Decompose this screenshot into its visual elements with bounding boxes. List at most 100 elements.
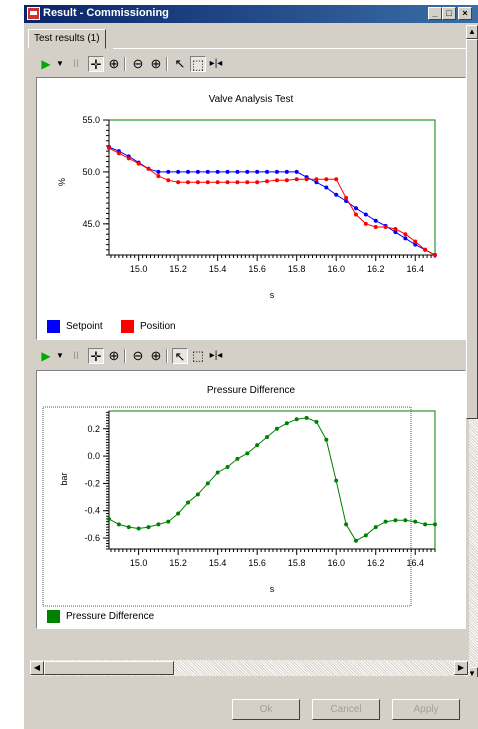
play-icon[interactable]: ▶ bbox=[41, 349, 51, 363]
data-point bbox=[433, 253, 437, 257]
data-point bbox=[284, 421, 289, 426]
pause-icon[interactable]: II bbox=[72, 58, 80, 70]
tab-test-results[interactable]: Test results (1) bbox=[28, 29, 106, 49]
data-point bbox=[126, 525, 131, 530]
chart-title: Pressure Difference bbox=[207, 385, 296, 396]
play-icon[interactable]: ▶ bbox=[41, 57, 51, 71]
y-tick-label: 0.0 bbox=[87, 451, 100, 461]
data-point bbox=[166, 519, 171, 524]
x-tick-label: 16.2 bbox=[367, 558, 385, 568]
data-point bbox=[403, 236, 408, 241]
toolbar-separator bbox=[124, 57, 126, 71]
chart-title: Valve Analysis Test bbox=[209, 94, 294, 105]
x-tick-label: 16.4 bbox=[406, 558, 424, 568]
x-tick-label: 16.0 bbox=[327, 558, 345, 568]
data-point bbox=[205, 481, 210, 486]
data-point bbox=[235, 169, 240, 174]
vertical-scroll-thumb[interactable] bbox=[466, 39, 478, 419]
plot-area bbox=[108, 119, 436, 256]
x-tick-label: 15.2 bbox=[169, 558, 187, 568]
zoom-area-icon[interactable]: ⊕ bbox=[108, 56, 120, 71]
toolbar-separator bbox=[166, 349, 168, 363]
cancel-button[interactable]: Cancel bbox=[312, 699, 380, 720]
data-point bbox=[255, 180, 260, 185]
fit-icon[interactable]: ▸|◂ bbox=[209, 350, 223, 361]
x-tick-label: 15.4 bbox=[209, 558, 227, 568]
scroll-right-icon[interactable]: ▶ bbox=[454, 661, 468, 675]
dropdown-arrow-icon[interactable]: ▼ bbox=[56, 351, 64, 360]
x-tick-label: 16.2 bbox=[367, 264, 385, 274]
legend-item-position[interactable]: Position bbox=[121, 320, 176, 333]
toolbar-separator bbox=[124, 349, 126, 363]
select-rect-icon[interactable]: ⬚ bbox=[190, 56, 206, 72]
zoom-in-icon[interactable]: ⊕ bbox=[150, 348, 162, 363]
legend-label: Setpoint bbox=[66, 321, 103, 332]
pan-icon[interactable]: ✛ bbox=[88, 56, 104, 72]
legend-swatch bbox=[121, 320, 134, 333]
ok-button[interactable]: Ok bbox=[232, 699, 300, 720]
data-point bbox=[205, 169, 210, 174]
data-point bbox=[146, 166, 151, 171]
dropdown-arrow-icon[interactable]: ▼ bbox=[56, 59, 64, 68]
vertical-scrollbar[interactable]: ▲ ▼ bbox=[466, 25, 478, 685]
scroll-up-icon[interactable]: ▲ bbox=[466, 25, 478, 39]
data-point bbox=[245, 169, 250, 174]
zoom-in-icon[interactable]: ⊕ bbox=[150, 56, 162, 71]
fit-icon[interactable]: ▸|◂ bbox=[209, 58, 223, 69]
pause-icon[interactable]: II bbox=[72, 350, 80, 362]
pressure-difference-chart[interactable]: Pressure Difference 15.0 15.2 15.4 15.6 15.8… bbox=[37, 371, 465, 607]
data-point bbox=[383, 519, 388, 524]
data-point bbox=[344, 195, 349, 200]
select-rect-icon[interactable]: ⬚ bbox=[191, 348, 205, 363]
data-point bbox=[126, 156, 131, 161]
data-point bbox=[215, 169, 220, 174]
chart-toolbar-2: ▶ ▼ II ✛ ⊕ ⊖ ⊕ ↖ ⬚ ▸|◂ bbox=[38, 348, 238, 366]
data-point bbox=[334, 177, 339, 182]
close-button[interactable]: × bbox=[458, 7, 472, 20]
horizontal-scrollbar[interactable]: ◀ ▶ bbox=[30, 660, 470, 676]
apply-button[interactable]: Apply bbox=[392, 699, 460, 720]
data-point bbox=[393, 518, 398, 523]
minimize-icon: _ bbox=[432, 8, 438, 18]
series-line-0 bbox=[108, 146, 436, 256]
title-bar[interactable]: Result - Commissioning _ □ × bbox=[24, 5, 478, 23]
zoom-out-icon[interactable]: ⊖ bbox=[132, 348, 144, 363]
data-point bbox=[225, 169, 230, 174]
data-point bbox=[373, 218, 378, 223]
legend-item-setpoint[interactable]: Setpoint bbox=[47, 320, 103, 333]
data-point bbox=[136, 161, 141, 166]
data-point bbox=[156, 522, 161, 527]
data-point bbox=[284, 178, 289, 183]
valve-analysis-chart[interactable]: Valve Analysis Test 15.0 15.2 15.4 15.6 15.8… bbox=[37, 78, 465, 318]
y-tick-label: -0.4 bbox=[84, 506, 100, 516]
zoom-area-icon[interactable]: ⊕ bbox=[108, 348, 120, 363]
window-title: Result - Commissioning bbox=[43, 7, 169, 19]
data-point bbox=[274, 178, 279, 183]
pan-icon[interactable]: ✛ bbox=[88, 348, 104, 364]
legend-swatch bbox=[47, 320, 60, 333]
data-point bbox=[403, 232, 408, 237]
legend-item-pressure-difference[interactable]: Pressure Difference bbox=[47, 610, 154, 623]
pointer-icon[interactable]: ↖ bbox=[172, 348, 188, 364]
horizontal-scroll-thumb[interactable] bbox=[44, 661, 174, 675]
data-point bbox=[353, 206, 358, 211]
pressure-difference-panel: Pressure Difference 15.0 15.2 15.4 15.6 15.8… bbox=[36, 370, 466, 629]
x-tick-label: 15.8 bbox=[288, 264, 306, 274]
x-tick-label: 15.4 bbox=[209, 264, 227, 274]
x-axis-label: s bbox=[270, 584, 275, 594]
minimize-button[interactable]: _ bbox=[428, 7, 442, 20]
data-point bbox=[146, 525, 151, 530]
data-point bbox=[314, 177, 319, 182]
zoom-out-icon[interactable]: ⊖ bbox=[132, 56, 144, 71]
close-icon: × bbox=[462, 8, 468, 18]
scroll-left-icon[interactable]: ◀ bbox=[30, 661, 44, 675]
data-point bbox=[304, 177, 309, 182]
x-tick-label: 15.0 bbox=[130, 558, 148, 568]
pointer-icon[interactable]: ↖ bbox=[174, 56, 186, 71]
data-point bbox=[195, 180, 200, 185]
maximize-button[interactable]: □ bbox=[442, 7, 456, 20]
data-point bbox=[413, 519, 418, 524]
tab-divider bbox=[113, 48, 468, 49]
data-point bbox=[205, 180, 210, 185]
data-point bbox=[393, 230, 398, 235]
